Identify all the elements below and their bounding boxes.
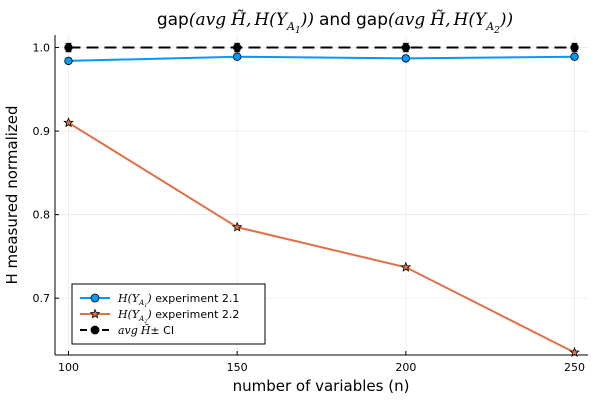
x-tick-label: 200: [395, 361, 416, 374]
legend-label-series-1: H(YA1) experiment 2.1: [117, 292, 239, 309]
data-point-series-1: [570, 52, 579, 61]
data-point-series-2: [400, 261, 412, 272]
y-tick-label: 0.7: [33, 292, 51, 305]
legend: H(YA1) experiment 2.1 H(YA2) experiment …: [71, 283, 266, 345]
data-point-series-2: [231, 221, 243, 232]
series-line-2: [67, 121, 575, 354]
data-point-series-1: [64, 56, 73, 66]
y-axis-label: H measured normalized: [3, 105, 21, 284]
data-point-series-3: [64, 43, 73, 52]
data-point-series-1: [401, 54, 411, 63]
chart-title: gap(avg H̃, H(YA1)) and gap(avg H̃, H(YA2)): [157, 10, 513, 36]
legend-label-series-2: H(YA2) experiment 2.2: [117, 308, 239, 325]
data-point-series-2: [63, 117, 74, 128]
y-tick-label: 0.8: [33, 209, 51, 222]
x-tick-label: 150: [227, 361, 248, 374]
legend-label-series-3: avg H̃± CI: [118, 324, 174, 337]
legend-marker-series-3: [90, 325, 100, 335]
title-gap-1: gap: [157, 10, 189, 30]
data-point-series-1: [232, 52, 242, 61]
tick-labels: 100 150 200 250 0.7 0.8 0.9 1.0: [33, 42, 586, 374]
series-group: [63, 42, 580, 357]
data-point-series-3: [570, 43, 579, 52]
data-point-series-3: [401, 43, 411, 52]
series-line-1: [68, 55, 575, 62]
data-point-series-2: [569, 346, 580, 357]
axes: [54, 35, 588, 356]
y-tick-label: 0.9: [33, 125, 51, 138]
x-axis-label: number of variables (n): [233, 377, 410, 395]
x-tick-label: 100: [58, 361, 79, 374]
title-gap-2: gap: [356, 10, 388, 30]
y-tick-label: 1.0: [33, 42, 51, 55]
x-tick-label: 250: [564, 361, 585, 374]
legend-marker-series-1: [90, 293, 100, 303]
data-point-series-3: [232, 43, 242, 52]
legend-marker-series-2: [89, 308, 101, 319]
